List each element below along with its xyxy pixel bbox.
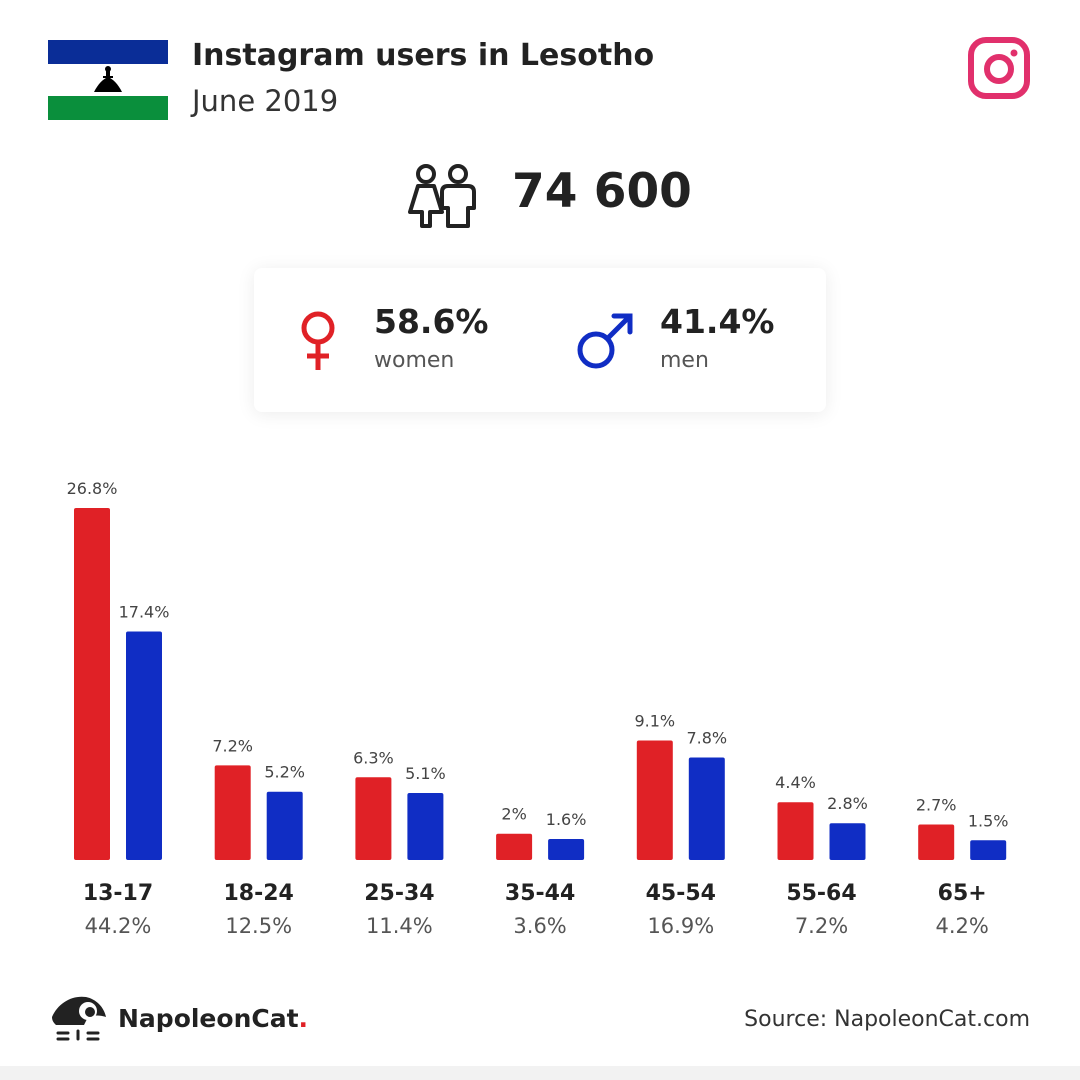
- men-value-label-13-17: 17.4%: [119, 602, 170, 621]
- men-value-label-35-44: 1.6%: [546, 810, 587, 829]
- women-bar-55-64: [777, 802, 814, 860]
- age-group-label-45-54: 45-54: [646, 881, 716, 906]
- men-value-label-55-64: 2.8%: [827, 794, 868, 813]
- male-icon: [577, 313, 633, 369]
- women-bar-65+: [918, 824, 955, 860]
- women-value-label-18-24: 7.2%: [212, 736, 253, 755]
- age-group-total-45-54: 16.9%: [647, 914, 714, 938]
- napoleoncat-logo-icon: [52, 996, 106, 1041]
- age-group-total-65+: 4.2%: [936, 914, 989, 938]
- women-percent: 58.6%: [374, 302, 489, 341]
- age-group-total-55-64: 7.2%: [795, 914, 848, 938]
- brand-text: NapoleonCat: [118, 1004, 299, 1033]
- age-group-total-13-17: 44.2%: [85, 914, 152, 938]
- men-bar-65+: [970, 840, 1007, 860]
- bottom-band: [0, 1066, 1080, 1080]
- women-value-label-65+: 2.7%: [916, 796, 957, 815]
- age-group-label-35-44: 35-44: [505, 881, 575, 906]
- age-group-label-13-17: 13-17: [83, 881, 153, 906]
- age-group-total-25-34: 11.4%: [366, 914, 433, 938]
- people-icon: [408, 164, 476, 228]
- brand-name: NapoleonCat.: [118, 1004, 308, 1033]
- age-group-total-35-44: 3.6%: [513, 914, 566, 938]
- age-group-label-55-64: 55-64: [786, 881, 856, 906]
- women-value-label-13-17: 26.8%: [67, 479, 118, 498]
- men-bar-25-34: [407, 793, 444, 860]
- women-label: women: [374, 348, 455, 373]
- men-value-label-65+: 1.5%: [968, 811, 1009, 830]
- age-group-label-18-24: 18-24: [224, 881, 294, 906]
- men-percent: 41.4%: [660, 302, 775, 341]
- women-value-label-55-64: 4.4%: [775, 773, 816, 792]
- women-bar-45-54: [636, 740, 673, 860]
- lesotho-flag-icon: [48, 40, 168, 120]
- age-group-total-18-24: 12.5%: [225, 914, 292, 938]
- women-value-label-35-44: 2%: [501, 805, 526, 824]
- age-group-label-25-34: 25-34: [364, 881, 434, 906]
- men-value-label-45-54: 7.8%: [686, 729, 727, 748]
- age-gender-bar-chart: 26.8% 17.4% 13-17 44.2% 7.2% 5.2% 18-24 12.5% 6.…: [67, 479, 1009, 938]
- men-bar-45-54: [688, 757, 725, 860]
- men-value-label-25-34: 5.1%: [405, 764, 446, 783]
- men-bar-18-24: [266, 791, 303, 860]
- gender-card: [254, 268, 826, 412]
- men-bar-35-44: [548, 838, 585, 860]
- page-subtitle: June 2019: [192, 84, 339, 118]
- men-label: men: [660, 348, 709, 373]
- instagram-icon[interactable]: [967, 36, 1031, 100]
- female-icon: [301, 311, 335, 370]
- men-bar-55-64: [829, 823, 866, 860]
- page-title: Instagram users in Lesotho: [192, 38, 655, 73]
- total-users: 74 600: [512, 164, 692, 219]
- brand-dot: .: [298, 1004, 309, 1033]
- women-bar-18-24: [214, 765, 251, 860]
- source-text: Source: NapoleonCat.com: [744, 1007, 1030, 1032]
- women-value-label-25-34: 6.3%: [353, 748, 394, 767]
- men-value-label-18-24: 5.2%: [264, 763, 305, 782]
- age-group-label-65+: 65+: [938, 881, 987, 906]
- men-bar-13-17: [126, 631, 162, 860]
- women-bar-25-34: [355, 777, 392, 860]
- women-bar-13-17: [74, 508, 110, 860]
- women-bar-35-44: [496, 833, 533, 860]
- women-value-label-45-54: 9.1%: [634, 711, 675, 730]
